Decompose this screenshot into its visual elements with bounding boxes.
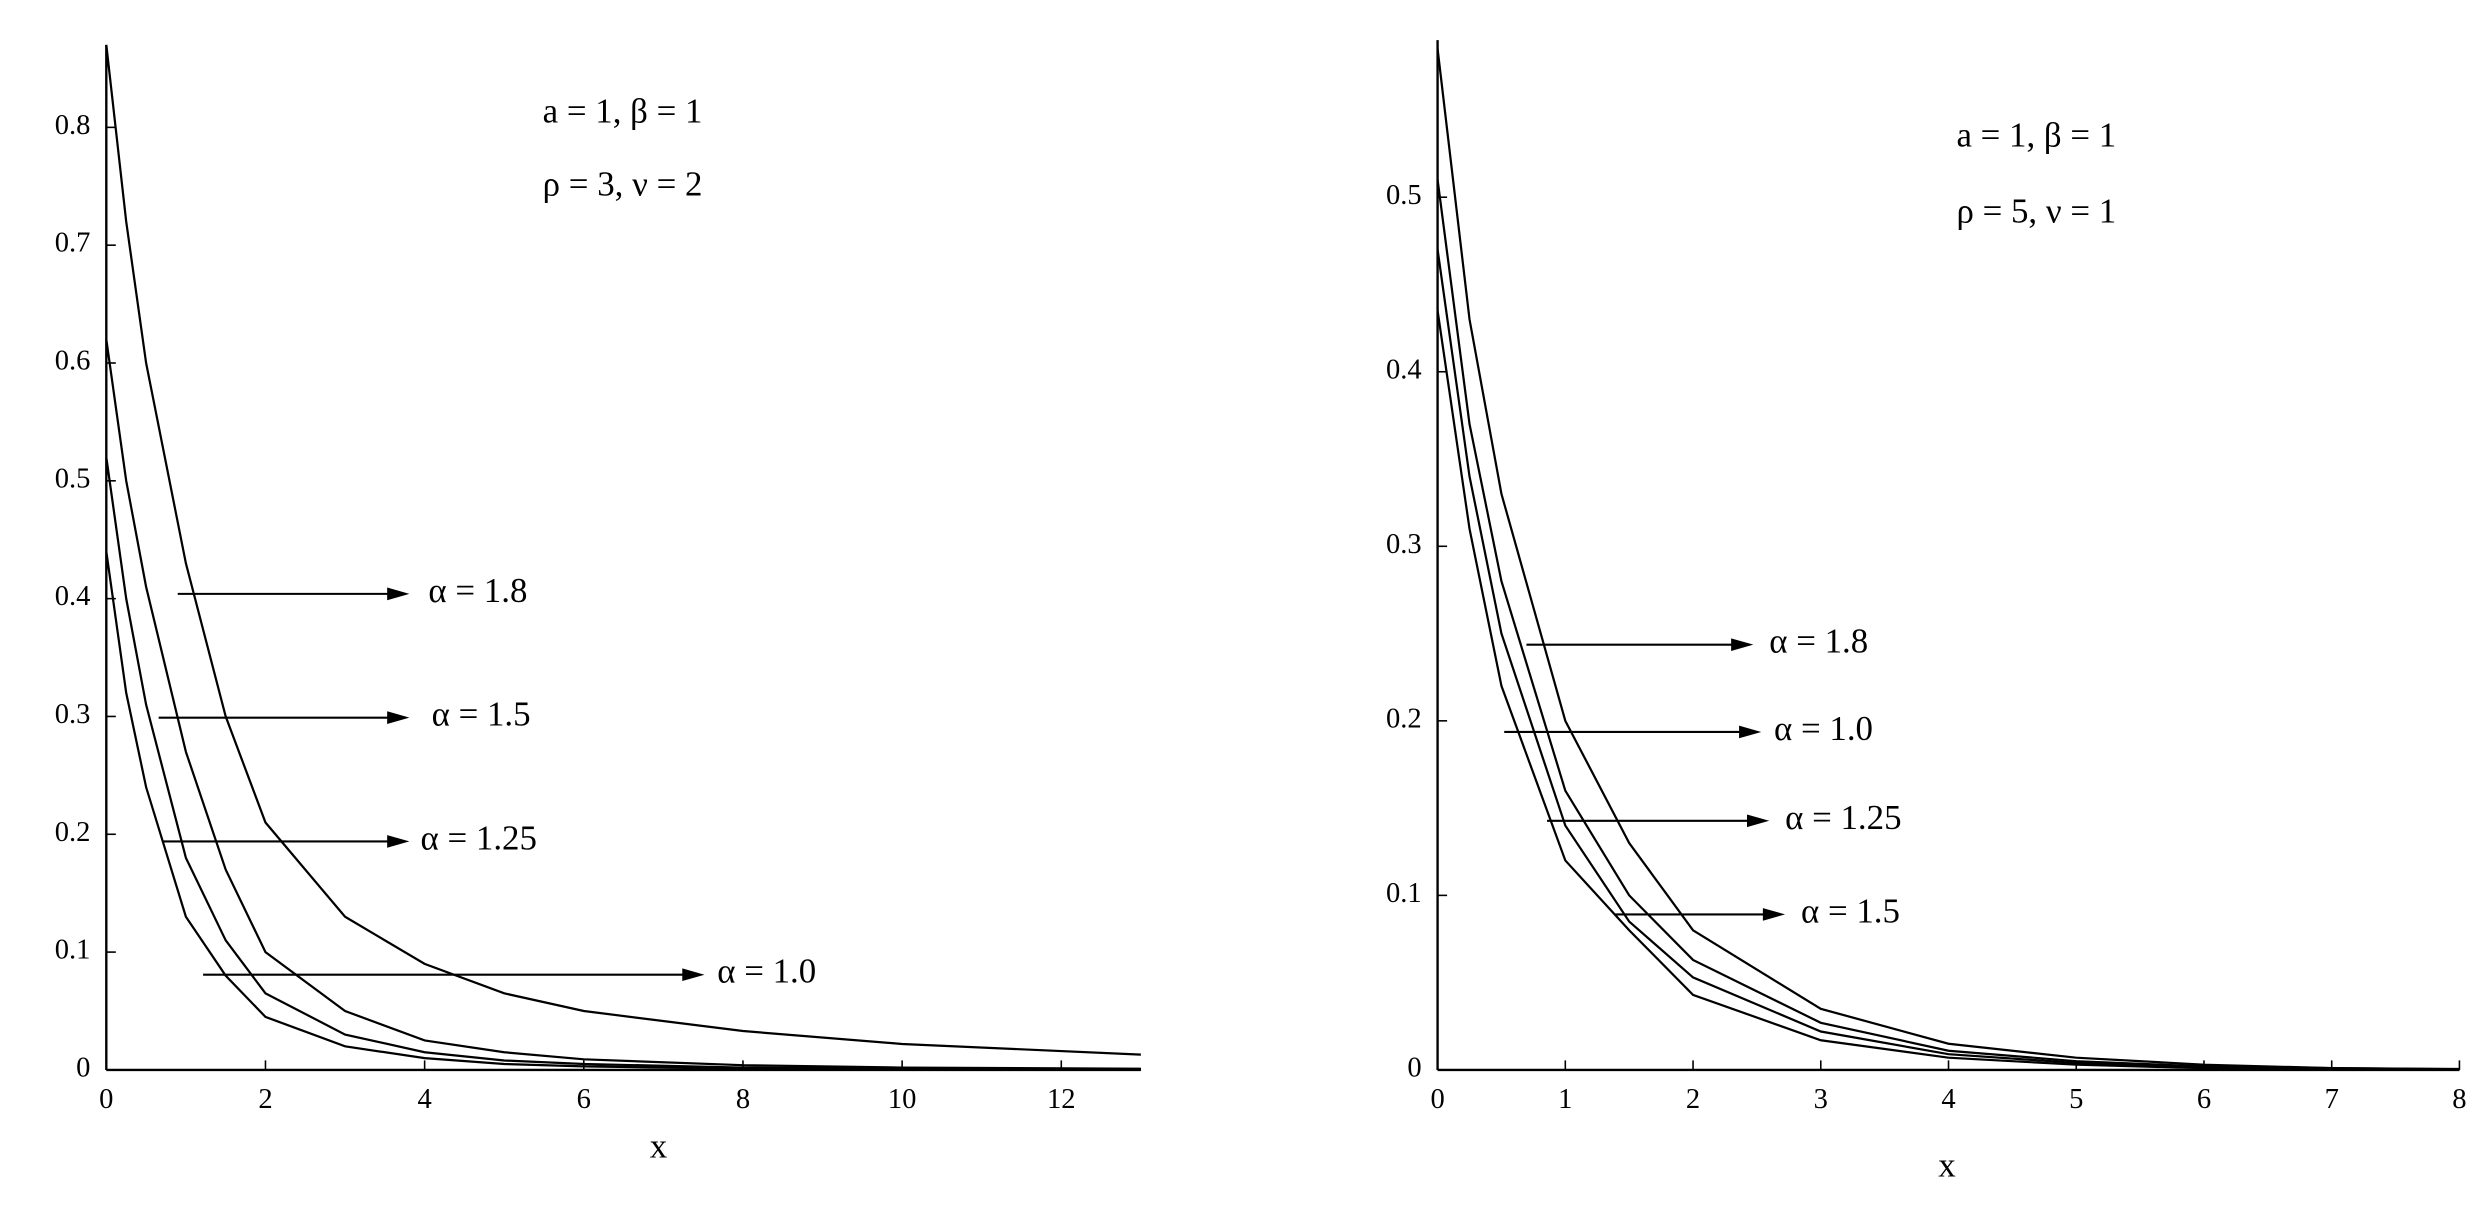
- curve-label: α = 1.8: [428, 571, 527, 610]
- curve: [105, 551, 1141, 1071]
- arrow-head: [682, 968, 705, 982]
- y-tick-label: 0.2: [55, 817, 91, 848]
- y-tick-label: 0.1: [1386, 878, 1422, 909]
- x-tick-label: 0: [99, 1084, 113, 1115]
- x-tick-label: 2: [258, 1084, 272, 1115]
- curve: [105, 457, 1141, 1071]
- arrow-head: [1739, 725, 1762, 739]
- arrow-head: [387, 587, 410, 601]
- x-tick-label: 5: [2069, 1084, 2083, 1115]
- curve-label: α = 1.8: [1769, 622, 1868, 661]
- x-tick-label: 4: [417, 1084, 431, 1115]
- arrow-head: [1762, 908, 1786, 921]
- arrow-head: [387, 711, 410, 725]
- curve: [1436, 310, 2460, 1071]
- x-tick-label: 4: [1941, 1084, 1955, 1115]
- annotation: ρ = 3, ν = 2: [543, 165, 703, 204]
- x-tick-label: 8: [2452, 1084, 2466, 1115]
- x-tick-label: 6: [2197, 1084, 2211, 1115]
- y-tick-label: 0.3: [1386, 529, 1422, 560]
- curve-label: α = 1.0: [1774, 709, 1873, 748]
- x-tick-label: 1: [1558, 1084, 1572, 1115]
- curve: [105, 44, 1141, 1056]
- y-tick-label: 0.3: [55, 699, 91, 730]
- curve-label: α = 1.25: [420, 818, 536, 857]
- curve: [1436, 48, 2460, 1071]
- x-tick-label: 8: [736, 1084, 750, 1115]
- curve-label: α = 1.5: [432, 695, 531, 734]
- x-tick-label: 0: [1430, 1084, 1444, 1115]
- y-tick-label: 0.2: [1386, 703, 1422, 734]
- x-tick-label: 3: [1814, 1084, 1828, 1115]
- y-tick-label: 0.6: [55, 346, 91, 377]
- curve: [105, 339, 1141, 1070]
- curve-label: α = 1.0: [717, 952, 816, 991]
- curve-label: α = 1.25: [1785, 798, 1901, 837]
- y-tick-label: 0.8: [55, 110, 91, 141]
- y-tick-label: 0: [76, 1052, 90, 1083]
- x-tick-label: 2: [1686, 1084, 1700, 1115]
- annotation: ρ = 5, ν = 1: [1956, 192, 2116, 231]
- y-tick-label: 0.5: [55, 463, 91, 494]
- arrow-head: [1746, 814, 1770, 828]
- x-axis-label: x: [650, 1126, 668, 1165]
- y-tick-label: 0.4: [1386, 354, 1422, 385]
- curve-label: α = 1.5: [1801, 891, 1900, 930]
- annotation: a = 1, β = 1: [543, 92, 703, 131]
- x-tick-label: 10: [888, 1084, 917, 1115]
- curve: [1436, 249, 2460, 1071]
- arrow-head: [1731, 638, 1754, 652]
- y-tick-label: 0.7: [55, 228, 91, 259]
- y-tick-label: 0.5: [1386, 180, 1422, 211]
- x-tick-label: 6: [577, 1084, 591, 1115]
- x-tick-label: 7: [2325, 1084, 2339, 1115]
- annotation: a = 1, β = 1: [1956, 116, 2116, 155]
- arrow-head: [387, 835, 410, 848]
- x-axis-label: x: [1938, 1145, 1956, 1184]
- y-tick-label: 0: [1407, 1052, 1421, 1083]
- y-tick-label: 0.1: [55, 935, 91, 966]
- y-tick-label: 0.4: [55, 581, 91, 612]
- curve: [1436, 179, 2460, 1071]
- x-tick-label: 12: [1047, 1084, 1076, 1115]
